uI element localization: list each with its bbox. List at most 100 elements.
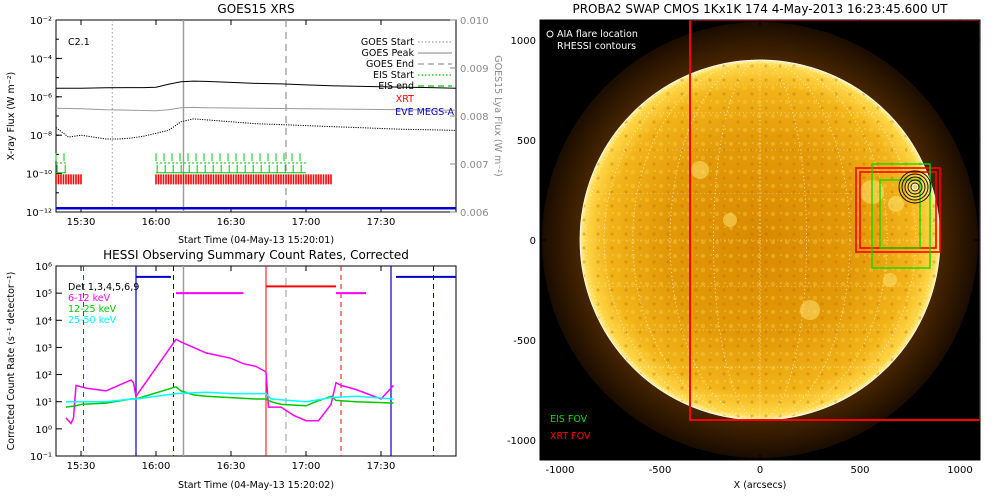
- goes-ytick-label: 10⁻⁶: [30, 93, 52, 104]
- hessi-ytick-label: 10⁵: [35, 289, 52, 300]
- swap-ytick-label: -500: [513, 336, 536, 347]
- swap-legend-label: AIA flare location: [557, 29, 638, 40]
- aia-flare-location: [911, 183, 919, 191]
- goes-y2tick-label: 0.006: [460, 208, 489, 219]
- swap-legend-label: XRT FOV: [550, 431, 591, 442]
- goes-ytick-label: 10⁻¹⁰: [26, 170, 52, 181]
- rhessi-contour: [910, 182, 920, 192]
- solar-disk-group: [579, 59, 941, 421]
- active-region: [723, 213, 737, 227]
- goes-y2label: GOES15 Lya Flux (W m⁻²): [492, 55, 503, 177]
- active-region: [883, 273, 897, 287]
- swap-xtick-label: -1000: [545, 465, 574, 476]
- swap-legend-marker: [546, 42, 554, 50]
- active-region: [800, 300, 820, 320]
- swap-xlabel: X (arcsecs): [734, 480, 787, 491]
- hessi-series-25-50-keV: [66, 391, 394, 403]
- goes-legend-label: EVE MEGS-A: [395, 107, 454, 118]
- eis-fov: [871, 163, 931, 269]
- active-region: [888, 196, 904, 212]
- swap-image-panel: PROBA2 SWAP CMOS 1Kx1K 174 4-May-2013 16…: [507, 2, 981, 491]
- goes-legend-label: GOES Start: [361, 37, 414, 48]
- lon-grid: [603, 59, 917, 421]
- hessi-title: HESSI Observing Summary Count Rates, Cor…: [103, 248, 409, 262]
- goes-y2tick-label: 0.007: [460, 160, 489, 171]
- goes-xrs-panel: GOES15 XRS X-ray Flux (W m⁻²) GOES15 Lya…: [6, 2, 503, 246]
- swap-ytick-label: 500: [517, 136, 536, 147]
- swap-legend-label: EIS FOV: [550, 414, 588, 425]
- goes-y2tick-label: 0.010: [460, 16, 489, 27]
- hessi-ytick-label: 10⁴: [35, 316, 52, 327]
- goes-series-short: [55, 118, 457, 140]
- hessi-legend-label: 25-50 keV: [68, 315, 117, 326]
- goes-y2tick-label: 0.009: [460, 64, 489, 75]
- swap-title: PROBA2 SWAP CMOS 1Kx1K 174 4-May-2013 16…: [572, 2, 948, 16]
- hessi-ytick-label: 10⁰: [35, 425, 52, 436]
- goes-ytick-label: 10⁻⁴: [30, 54, 52, 65]
- goes-xtick-label: 15:30: [67, 217, 96, 228]
- goes-series-lya: [55, 106, 457, 112]
- xrt-fov: [855, 167, 941, 253]
- hessi-xtick-label: 17:30: [367, 461, 396, 472]
- hessi-ylabel: Corrected Count Rate (s⁻¹ detector⁻¹): [6, 272, 17, 451]
- hessi-xlabel: Start Time (04-May-13 15:20:02): [178, 480, 334, 491]
- hessi-xtick-label: 16:00: [142, 461, 171, 472]
- goes-annotation: C2.1: [68, 37, 90, 48]
- goes-ticks: 15:30 16:00 16:30 17:00 17:30 10⁻² 10⁻⁴ 10⁻⁶ 10⁻…: [26, 16, 489, 228]
- goes-legend-label: EIS end: [378, 81, 414, 92]
- hessi-ytick-label: 10¹: [35, 398, 52, 409]
- hessi-xtick-label: 16:30: [217, 461, 246, 472]
- rhessi-contour: [898, 170, 932, 204]
- hessi-legend-label: Det 1,3,4,5,6,9: [68, 282, 139, 293]
- xrt-fov-big: [689, 20, 980, 421]
- hessi-legend-label: 6-12 keV: [68, 293, 111, 304]
- goes-title: GOES15 XRS: [217, 2, 294, 16]
- rhessi-contour: [901, 173, 929, 201]
- hessi-plot-frame: [55, 265, 457, 457]
- hessi-ytick-label: 10²: [35, 371, 52, 382]
- rhessi-contour: [904, 176, 926, 198]
- eis-fov: [879, 179, 921, 249]
- goes-xtick-label: 17:00: [292, 217, 321, 228]
- goes-xtick-label: 16:00: [142, 217, 171, 228]
- goes-ytick-label: 10⁻⁸: [30, 131, 52, 142]
- rhessi-contour: [907, 179, 923, 195]
- swap-legend-marker: [546, 30, 554, 38]
- goes-xlabel: Start Time (04-May-13 15:20:01): [178, 235, 334, 246]
- hessi-xtick-label: 15:30: [67, 461, 96, 472]
- swap-xtick-label: 1000: [947, 465, 972, 476]
- fov-overlays: [689, 20, 980, 421]
- hessi-ticks: 15:30 16:00 16:30 17:00 17:30 10⁻¹ 10⁰ 10¹ 10² 10…: [30, 262, 395, 472]
- hessi-legend-label: 12-25 keV: [68, 304, 117, 315]
- goes-legend-label: GOES End: [366, 59, 414, 70]
- swap-ytick-label: 1000: [511, 36, 536, 47]
- active-region: [691, 161, 709, 179]
- goes-xtick-label: 17:30: [367, 217, 396, 228]
- swap-xtick-label: -500: [649, 465, 672, 476]
- hessi-ytick-label: 10⁻¹: [30, 452, 52, 463]
- goes-ytick-label: 10⁻²: [30, 16, 52, 27]
- lon-grid: [669, 59, 851, 421]
- goes-xtick-label: 16:30: [217, 217, 246, 228]
- goes-ytick-label: 10⁻¹²: [26, 208, 52, 219]
- goes-legend-label: GOES Peak: [362, 48, 415, 59]
- swap-ytick-label: -1000: [507, 436, 536, 447]
- goes-y2tick-label: 0.008: [460, 112, 489, 123]
- hessi-panel: HESSI Observing Summary Count Rates, Cor…: [6, 248, 457, 491]
- goes-ylabel: X-ray Flux (W m⁻²): [6, 72, 17, 161]
- hessi-xtick-label: 17:00: [292, 461, 321, 472]
- swap-ticks: -1000 -500 0 500 1000 -1000 -500 0 500 1000: [507, 20, 980, 476]
- goes-legend-label: EIS Start: [373, 70, 414, 81]
- swap-xtick-label: 500: [850, 465, 869, 476]
- swap-ytick-label: 0: [530, 236, 536, 247]
- swap-xtick-label: 0: [757, 465, 763, 476]
- hessi-ytick-label: 10³: [35, 343, 52, 354]
- swap-legend-label: RHESSI contours: [557, 41, 636, 52]
- hessi-ytick-label: 10⁶: [35, 262, 52, 273]
- lon-grid: [632, 59, 888, 421]
- hessi-data: [65, 266, 456, 456]
